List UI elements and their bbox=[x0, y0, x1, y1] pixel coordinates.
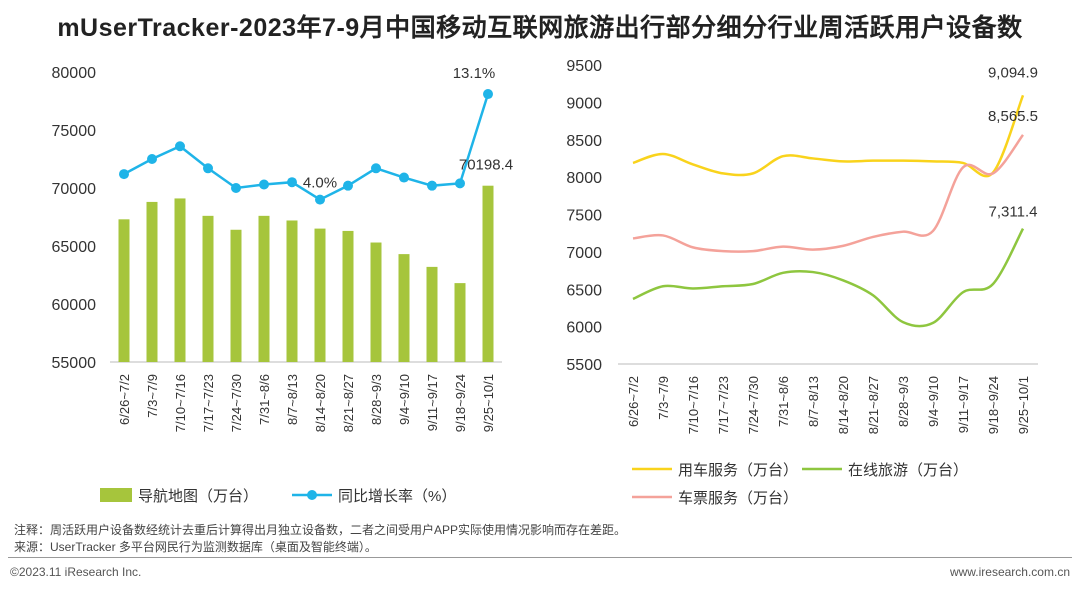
x-tick-label: 8/14~8/20 bbox=[836, 376, 851, 434]
x-tick-label: 9/25~10/1 bbox=[1016, 376, 1031, 434]
x-tick-label: 9/11~9/17 bbox=[425, 374, 440, 431]
series-line bbox=[632, 134, 1025, 253]
bar bbox=[454, 283, 466, 362]
source-text: 来源：UserTracker 多平台网民行为监测数据库（桌面及智能终端）。 bbox=[14, 540, 377, 554]
x-tick-label: 8/28~9/3 bbox=[896, 376, 911, 427]
data-label: 13.1% bbox=[453, 65, 496, 82]
x-tick-label: 9/18~9/24 bbox=[986, 376, 1001, 434]
legend-marker bbox=[307, 490, 317, 500]
footer-url: www.iresearch.com.cn bbox=[949, 565, 1070, 579]
x-tick-label: 9/4~9/10 bbox=[397, 374, 412, 425]
line-point bbox=[231, 183, 241, 193]
x-tick-label: 7/3~7/9 bbox=[145, 374, 160, 418]
note-text: 注释：周活跃用户设备数经统计去重后计算得出月独立设备数，二者之间受用户APP实际… bbox=[14, 523, 627, 537]
legend-swatch bbox=[100, 488, 132, 502]
y-tick-label: 8500 bbox=[566, 133, 602, 150]
x-tick-label: 6/26~7/2 bbox=[117, 374, 132, 425]
x-tick-label: 8/14~8/20 bbox=[313, 374, 328, 432]
x-tick-label: 8/28~9/3 bbox=[369, 374, 384, 425]
x-tick-label: 7/17~7/23 bbox=[201, 374, 216, 432]
x-tick-label: 8/7~8/13 bbox=[285, 374, 300, 425]
y-tick-label: 70000 bbox=[52, 181, 97, 198]
x-tick-label: 9/11~9/17 bbox=[956, 376, 971, 433]
line-point bbox=[427, 180, 437, 191]
legend-label: 导航地图（万台） bbox=[138, 488, 258, 505]
y-tick-label: 7000 bbox=[566, 245, 602, 262]
y-tick-label: 8000 bbox=[566, 170, 602, 187]
bar bbox=[146, 201, 158, 362]
y-tick-label: 65000 bbox=[52, 239, 97, 256]
bar bbox=[398, 254, 410, 362]
data-label: 7,311.4 bbox=[989, 204, 1038, 221]
y-tick-label: 9500 bbox=[566, 58, 602, 75]
line-point bbox=[203, 163, 213, 174]
y-tick-label: 55000 bbox=[52, 355, 97, 372]
y-tick-label: 6000 bbox=[566, 320, 602, 337]
footer-copyright: ©2023.11 iResearch Inc. bbox=[10, 565, 142, 579]
data-label: 9,094.9 bbox=[988, 64, 1038, 81]
x-tick-label: 7/17~7/23 bbox=[716, 376, 731, 434]
x-tick-label: 8/21~8/27 bbox=[341, 374, 356, 432]
bar bbox=[174, 198, 186, 362]
legend-label: 同比增长率（%） bbox=[338, 488, 456, 505]
line-point bbox=[147, 154, 157, 164]
page-title: mUserTracker-2023年7-9月中国移动互联网旅游出行部分细分行业周… bbox=[57, 14, 1023, 42]
line-point bbox=[287, 177, 297, 188]
bar bbox=[230, 229, 242, 362]
legend-label: 在线旅游（万台） bbox=[848, 462, 968, 479]
x-tick-label: 7/24~7/30 bbox=[746, 376, 761, 434]
series-line bbox=[632, 94, 1025, 178]
chart-right: 9500 9000 8500 8000 7500 7000 6500 6000 5500 9,09… bbox=[566, 58, 1038, 507]
bar bbox=[370, 242, 382, 362]
y-tick-label: 80000 bbox=[52, 65, 97, 82]
bar bbox=[426, 266, 438, 362]
data-label: 4.0% bbox=[303, 175, 337, 192]
footer-divider bbox=[8, 557, 1072, 558]
x-tick-label: 7/10~7/16 bbox=[173, 374, 188, 432]
line-point bbox=[175, 141, 185, 152]
line-point bbox=[371, 163, 381, 174]
line-point bbox=[483, 89, 493, 100]
y-tick-label: 75000 bbox=[52, 123, 97, 140]
chart-left: 80000 75000 70000 65000 60000 55000 4.0% 13.1% 7… bbox=[52, 65, 514, 505]
bar bbox=[342, 230, 354, 362]
x-tick-label: 8/21~8/27 bbox=[866, 376, 881, 434]
legend-label: 用车服务（万台） bbox=[678, 462, 798, 479]
bar bbox=[202, 215, 214, 362]
data-label: 8,565.5 bbox=[988, 108, 1038, 125]
bar bbox=[286, 220, 298, 362]
bar bbox=[258, 215, 270, 362]
y-tick-label: 7500 bbox=[566, 208, 602, 225]
y-tick-label: 9000 bbox=[566, 95, 602, 112]
line-point bbox=[343, 180, 353, 191]
y-tick-label: 60000 bbox=[52, 297, 97, 314]
x-tick-label: 7/31~8/6 bbox=[776, 376, 791, 427]
line-point bbox=[399, 172, 409, 183]
line-point bbox=[315, 194, 325, 205]
x-tick-label: 9/4~9/10 bbox=[926, 376, 941, 427]
line-point bbox=[119, 169, 129, 180]
series-line bbox=[632, 228, 1025, 328]
bar bbox=[314, 228, 326, 362]
x-tick-label: 9/25~10/1 bbox=[481, 374, 496, 432]
x-tick-label: 7/31~8/6 bbox=[257, 374, 272, 425]
bar bbox=[118, 219, 130, 362]
x-tick-label: 8/7~8/13 bbox=[806, 376, 821, 427]
x-tick-label: 7/10~7/16 bbox=[686, 376, 701, 434]
bar bbox=[482, 185, 494, 362]
x-tick-label: 7/24~7/30 bbox=[229, 374, 244, 432]
x-tick-label: 6/26~7/2 bbox=[626, 376, 641, 427]
y-tick-label: 6500 bbox=[566, 282, 602, 299]
data-label: 70198.4 bbox=[459, 157, 513, 174]
line-point bbox=[259, 179, 269, 190]
legend-label: 车票服务（万台） bbox=[678, 490, 798, 507]
line-point bbox=[455, 178, 465, 189]
x-tick-label: 9/18~9/24 bbox=[453, 374, 468, 432]
x-tick-label: 7/3~7/9 bbox=[656, 376, 671, 420]
y-tick-label: 5500 bbox=[566, 357, 602, 374]
